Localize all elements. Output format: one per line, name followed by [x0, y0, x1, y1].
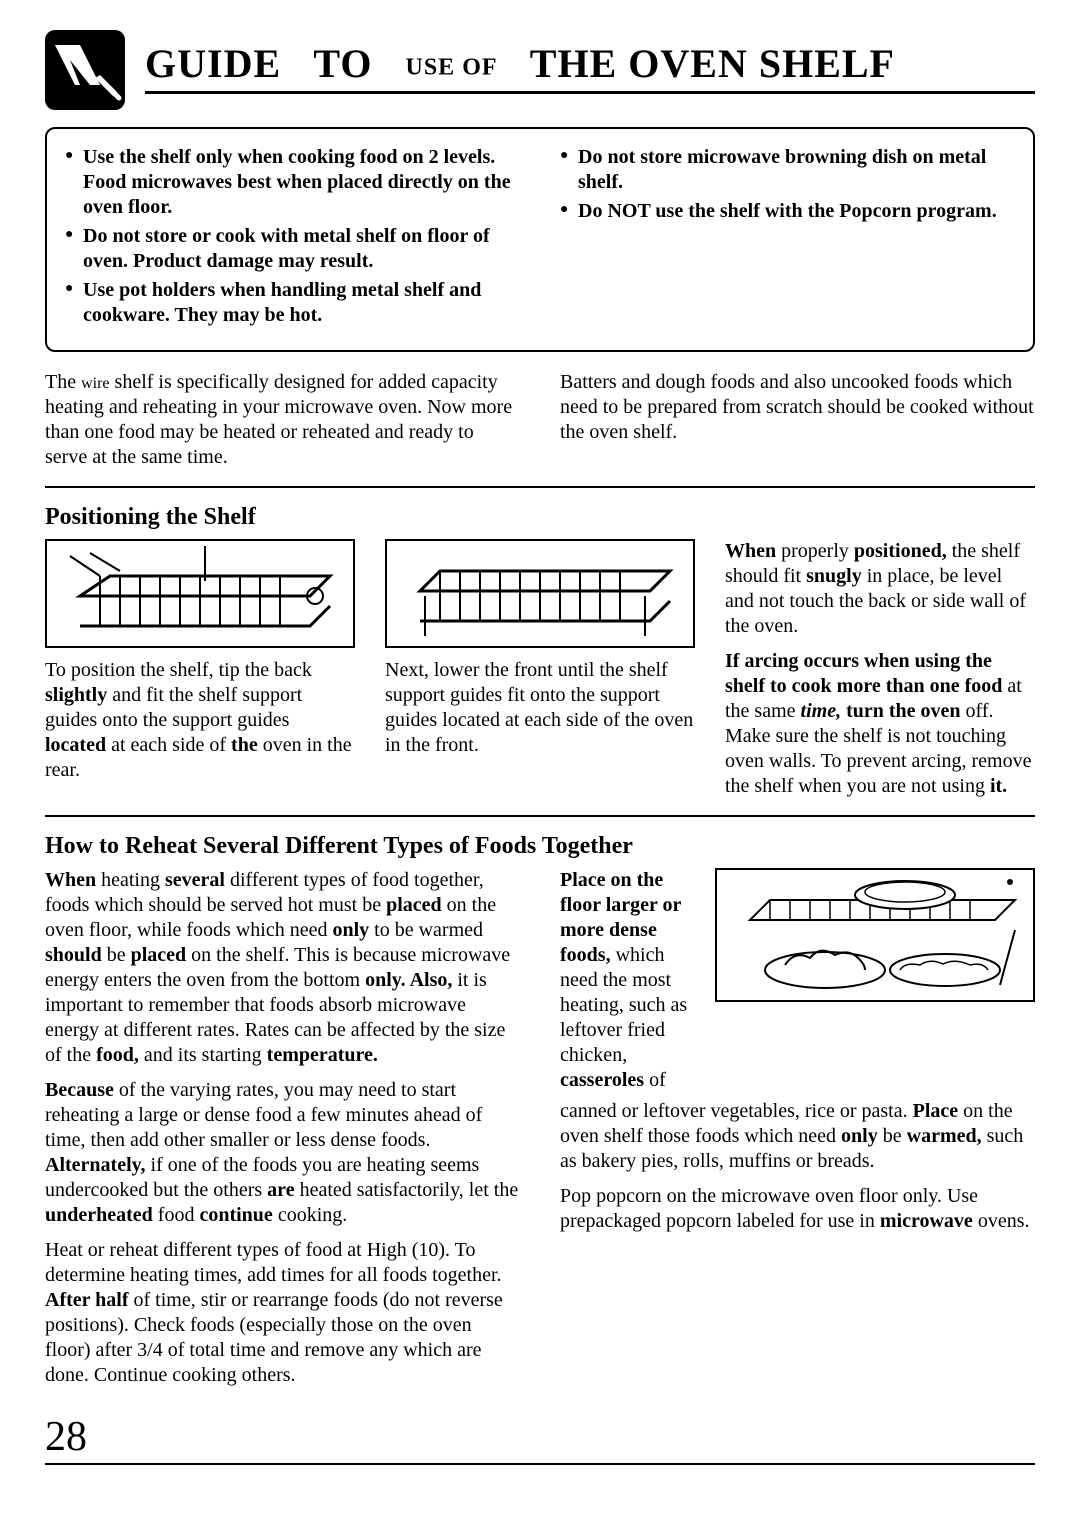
safety-callout: Use the shelf only when cooking food on …: [45, 127, 1035, 352]
callout-item: Do NOT use the shelf with the Popcorn pr…: [560, 199, 1015, 224]
title-block: GUIDE TO USE OF THE OVEN SHELF: [145, 30, 1035, 112]
page-number: 28: [45, 1413, 1035, 1461]
callout-list-left: Use the shelf only when cooking food on …: [65, 145, 520, 328]
reheat-left-p2: Because of the varying rates, you may ne…: [45, 1078, 520, 1228]
bottom-rule: [45, 1463, 1035, 1465]
title-rule: [145, 91, 1035, 94]
reheat-diagram: [715, 868, 1035, 1002]
callout-item: Use pot holders when handling metal shel…: [65, 278, 520, 328]
positioning-diagram-2: [385, 539, 695, 648]
pos3b-strong1: If arcing occurs when using the shelf to…: [725, 650, 1002, 697]
reheat-left-p3: Heat or reheat different types of food a…: [45, 1238, 520, 1388]
reheat-right-cont: canned or leftover vegetables, rice or p…: [560, 1099, 1035, 1174]
reheat-columns: When heating several different types of …: [45, 868, 1035, 1388]
positioning-diagram-1: [45, 539, 355, 648]
reheat-right-side-text: Place on the floor larger or more dense …: [560, 868, 700, 1093]
divider: [45, 486, 1035, 488]
divider: [45, 815, 1035, 817]
title-ovenshelf: THE OVEN SHELF: [530, 41, 895, 86]
reheat-left-p1: When heating several different types of …: [45, 868, 520, 1068]
microwave-icon: [45, 30, 125, 110]
positioning-text-3b: If arcing occurs when using the shelf to…: [725, 649, 1035, 799]
intro-block: The wire shelf is specifically designed …: [45, 370, 1035, 470]
title-useof: USE OF: [406, 54, 498, 80]
intro-right: Batters and dough foods and also uncooke…: [560, 370, 1035, 470]
pos3b-strong2: turn the oven: [841, 700, 960, 722]
reheat-heading: How to Reheat Several Different Types of…: [45, 833, 1035, 860]
callout-item: Use the shelf only when cooking food on …: [65, 145, 520, 220]
intro-left: The wire shelf is specifically designed …: [45, 370, 520, 470]
logo-icon: [45, 30, 125, 110]
reheat-right-popcorn: Pop popcorn on the microwave oven floor …: [560, 1184, 1035, 1234]
positioning-text-3a: When properly positioned, the shelf shou…: [725, 539, 1035, 639]
positioning-columns: To position the shelf, tip the back slig…: [45, 539, 1035, 799]
title-guide: GUIDE: [145, 41, 281, 86]
positioning-text-2: Next, lower the front until the shelf su…: [385, 658, 695, 758]
header: GUIDE TO USE OF THE OVEN SHELF: [45, 30, 1035, 112]
positioning-heading: Positioning the Shelf: [45, 504, 1035, 531]
pos3b-em: time,: [801, 700, 842, 722]
callout-list-right: Do not store microwave browning dish on …: [560, 145, 1015, 224]
reheat-rs-tail: which need the most heating, such as lef…: [560, 944, 687, 1091]
callout-item: Do not store or cook with metal shelf on…: [65, 224, 520, 274]
positioning-text-1: To position the shelf, tip the back slig…: [45, 658, 355, 783]
callout-item: Do not store microwave browning dish on …: [560, 145, 1015, 195]
title-to: TO: [313, 41, 372, 86]
